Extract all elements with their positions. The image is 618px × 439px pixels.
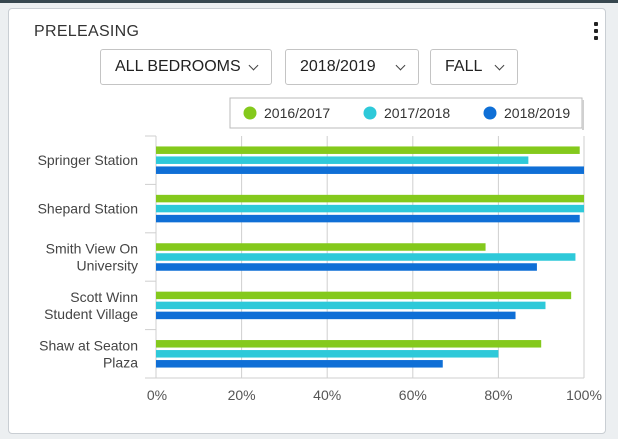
year-dropdown-value: 2018/2019 <box>300 58 376 75</box>
bar-2017/2018[interactable] <box>156 253 576 261</box>
bedrooms-dropdown[interactable]: ALL BEDROOMS <box>100 49 272 85</box>
bar-2016/2017[interactable] <box>156 194 584 203</box>
y-category-label: Scott Winn <box>70 289 138 305</box>
legend-label-2018/2019[interactable]: 2018/2019 <box>504 105 570 121</box>
term-dropdown-value: FALL <box>445 58 483 75</box>
bar-2018/2019[interactable] <box>156 360 443 368</box>
term-dropdown[interactable]: FALL <box>430 49 518 85</box>
y-category-label: Plaza <box>103 354 138 370</box>
x-tick-label: 40% <box>313 387 341 403</box>
year-dropdown[interactable]: 2018/2019 <box>285 49 419 85</box>
bar-2017/2018[interactable] <box>156 301 546 310</box>
y-category-label: Springer Station <box>38 152 138 168</box>
bar-2018/2019[interactable] <box>156 166 584 174</box>
legend-swatch-2018/2019[interactable] <box>483 106 497 120</box>
y-category-label: Shepard Station <box>38 201 138 217</box>
bar-2016/2017[interactable] <box>156 243 486 251</box>
bar-2016/2017[interactable] <box>156 291 572 300</box>
x-tick-label: 80% <box>484 387 512 403</box>
legend-swatch-2016/2017[interactable] <box>243 106 257 120</box>
legend-label-2017/2018[interactable]: 2017/2018 <box>384 105 450 121</box>
bar-2016/2017[interactable] <box>156 340 542 348</box>
more-options-icon[interactable] <box>589 19 603 43</box>
x-tick-label: 100% <box>566 387 602 403</box>
y-category-label: Shaw at Seaton <box>39 337 138 353</box>
legend-shadow <box>582 100 584 130</box>
bar-2016/2017[interactable] <box>156 146 580 154</box>
x-tick-label: 20% <box>228 387 256 403</box>
bar-2018/2019[interactable] <box>156 214 580 223</box>
bar-2017/2018[interactable] <box>156 350 499 358</box>
y-category-label: Student Village <box>44 306 138 322</box>
x-tick-label: 60% <box>399 387 427 403</box>
top-bar <box>0 0 618 3</box>
bar-2017/2018[interactable] <box>156 204 584 213</box>
y-category-label: University <box>77 258 138 274</box>
y-category-label: Smith View On <box>46 241 138 257</box>
card-title: PRELEASING <box>34 23 140 40</box>
legend-swatch-2017/2018[interactable] <box>363 106 377 120</box>
bar-2017/2018[interactable] <box>156 156 529 164</box>
bar-2018/2019[interactable] <box>156 263 537 271</box>
bedrooms-dropdown-value: ALL BEDROOMS <box>115 58 241 75</box>
x-tick-label: 0% <box>147 387 167 403</box>
legend-label-2016/2017[interactable]: 2016/2017 <box>264 105 330 121</box>
bar-2018/2019[interactable] <box>156 311 516 320</box>
